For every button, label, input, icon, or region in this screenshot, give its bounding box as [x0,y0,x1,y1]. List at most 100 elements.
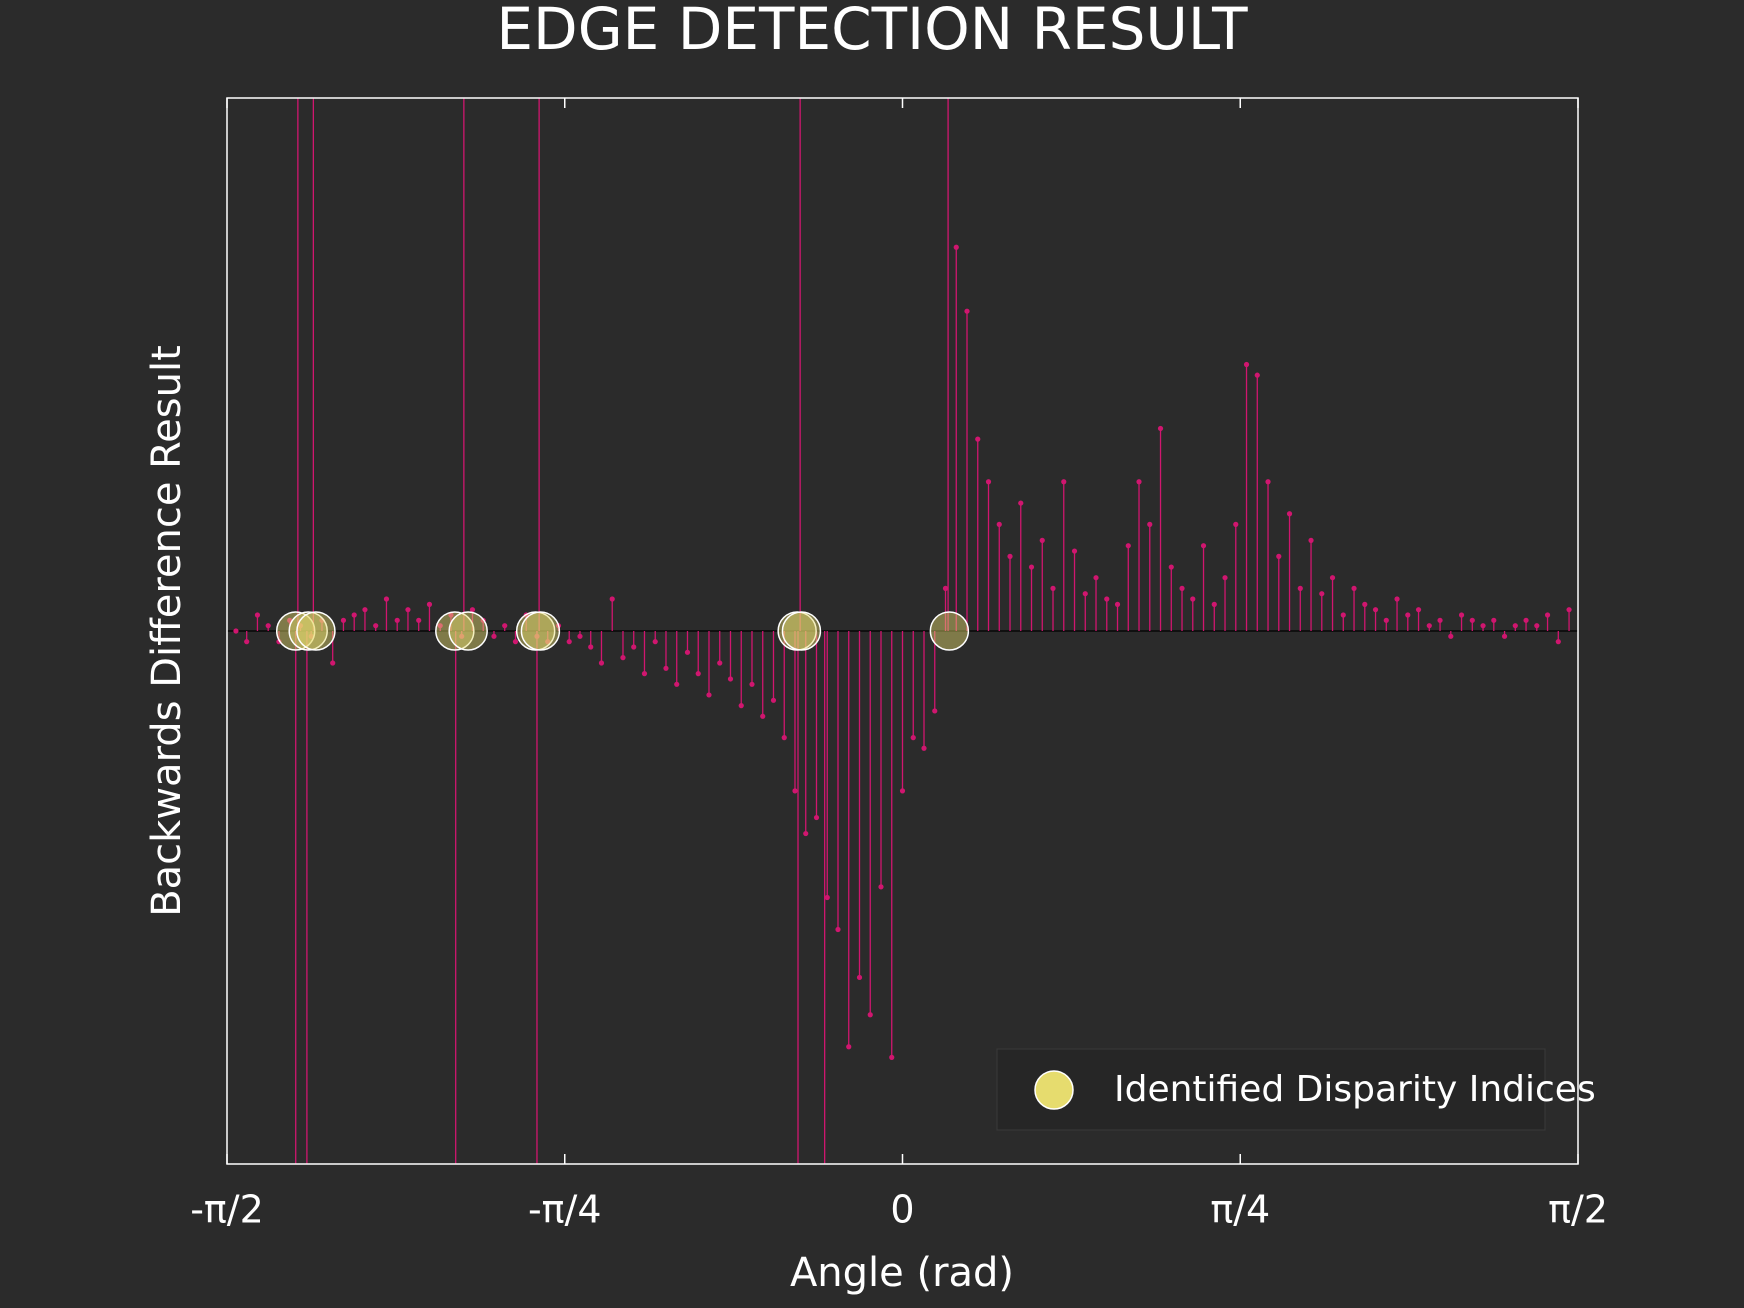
stem [684,631,691,655]
stem [910,631,916,741]
legend-box [996,1048,1546,1131]
stem [717,631,723,666]
x-tick-label: 0 [890,1188,914,1232]
stem [1308,537,1314,631]
stem-tip [1028,564,1035,570]
stem [308,631,314,639]
stem-tip [1383,617,1389,623]
stem [1426,623,1432,631]
stem [1222,575,1228,631]
stem [1018,500,1024,631]
stem-tip [1190,596,1196,602]
stem-tip [1534,623,1540,629]
stem-tip [781,735,787,741]
stem-tip [631,644,637,650]
stem-tip [620,655,626,661]
stem-tip [1448,633,1454,639]
stem [797,631,799,1164]
stem-tip [545,639,551,645]
stem-tip [867,1012,873,1018]
stem [577,631,583,639]
stem [824,631,826,1164]
stem [1071,548,1078,631]
stem [1179,585,1185,631]
stem-tip [1523,617,1529,623]
stem [1157,425,1164,631]
stem [1082,591,1088,631]
stem [1458,612,1465,631]
stem [351,612,357,631]
stem-tip [792,788,798,794]
stem [254,612,261,631]
stem [1405,612,1411,631]
stem-tip [1340,612,1346,618]
disparity-marker [275,611,316,651]
stem [1340,612,1346,631]
stem-tip [340,617,347,623]
stem [1093,575,1099,631]
stem-tip [1394,596,1400,602]
stem-tip [588,644,594,650]
stem [1050,585,1056,631]
stem-tip [1093,575,1099,581]
stem [295,631,297,1164]
stem-tip [1501,633,1508,639]
stem-tip [1329,575,1336,581]
stem-tip [856,974,863,981]
x-tick-label: -π/4 [528,1188,602,1232]
stem-tip [308,633,314,639]
stem [459,631,465,639]
stem [340,617,347,631]
stem [824,631,830,901]
stem-tip [975,436,981,442]
stem [455,631,457,1164]
stem-tip [394,617,400,623]
stem [964,308,970,631]
stem [383,596,390,631]
stem [545,631,551,645]
chart-title: EDGE DETECTION RESULT [496,0,1248,63]
stem [1297,585,1303,631]
stem [1286,511,1293,631]
stem-tip [706,692,712,698]
stem [1512,623,1518,631]
plot-area [227,98,1578,1164]
disparity-marker [781,611,822,651]
disparity-marker [448,611,488,651]
stem-tip [932,708,938,714]
stem-tip [437,623,443,629]
stem [1448,631,1454,639]
stem-tip [1555,639,1561,645]
stem [566,631,572,645]
stem-tip [717,660,723,666]
stem-tip [265,623,271,629]
stem-tip [813,814,820,821]
stem [1469,617,1475,631]
stem [899,631,906,794]
stem [889,631,895,1060]
stem [641,631,648,677]
stem-tip [889,1054,895,1060]
stem [588,631,594,650]
stem [1147,521,1153,631]
stem [469,607,476,631]
stem [996,521,1002,631]
stem [620,631,626,661]
stem-tip [566,639,572,645]
stem [867,631,873,1018]
stem [1501,631,1508,639]
stem [1028,564,1035,631]
stem [799,98,801,631]
stem-tip [1426,623,1432,629]
stem-tip [1308,537,1314,543]
stem-tip [835,926,841,933]
stem-tip [1458,612,1465,618]
stem [244,631,250,645]
stem [233,628,239,634]
stem [394,617,400,631]
stem-tip [362,607,368,613]
stem [1555,631,1561,645]
stem-tip [1286,511,1293,517]
stem-tip [684,649,691,655]
disparity-marker [929,611,970,651]
